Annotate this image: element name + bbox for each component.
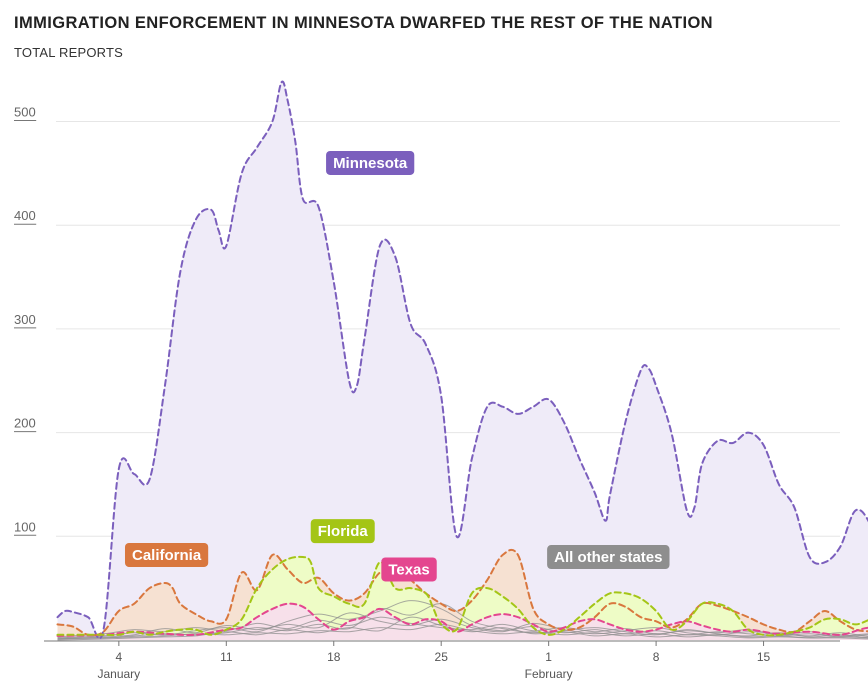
label-text: Florida (318, 523, 369, 540)
x-month-label: February (525, 667, 573, 681)
y-tick-label: 400 (14, 208, 36, 223)
line-texas (56, 602, 868, 637)
label-minnesota: Minnesota (326, 150, 415, 175)
label-text: California (132, 547, 202, 564)
label-pill (547, 545, 670, 570)
y-axis-title: TOTAL REPORTS (14, 45, 124, 60)
line-florida (56, 555, 868, 637)
line-other-state-6 (57, 616, 868, 641)
series-labels: Minnesota California Florida Texas All other… (124, 150, 670, 582)
x-tick-label: 8 (653, 650, 660, 664)
label-text: All other states (554, 549, 662, 566)
chart-title: IMMIGRATION ENFORCEMENT IN MINNESOTA DWA… (14, 14, 713, 32)
label-pill (381, 557, 437, 582)
area-minnesota (57, 81, 868, 640)
line-other-state-3 (57, 612, 868, 640)
x-tick-label: 4 (116, 650, 123, 664)
x-tick-label: 1 (545, 650, 552, 664)
label-text: Texas (388, 561, 429, 578)
label-all-other-states: All other states (547, 545, 670, 570)
y-tick-label: 200 (14, 416, 36, 431)
x-tick-label: 25 (435, 650, 449, 664)
label-pill (124, 542, 209, 567)
label-california: California (124, 542, 209, 567)
line-california (56, 548, 868, 637)
series-layer (56, 80, 868, 641)
label-pill (326, 150, 415, 175)
line-other-state-2 (57, 600, 868, 639)
x-tick-label: 11 (220, 650, 233, 664)
x-axis-ticks: 4 January 11 18 25 1 February 8 15 (97, 641, 771, 681)
x-tick-label: 15 (757, 650, 771, 664)
y-tick-label: 100 (14, 519, 36, 534)
label-pill (310, 519, 375, 544)
y-tick-label: 500 (14, 105, 36, 120)
line-minnesota (56, 80, 868, 640)
x-month-label: January (97, 667, 140, 681)
x-tick-label: 18 (327, 650, 341, 664)
y-tick-label: 300 (14, 312, 36, 327)
label-florida: Florida (310, 519, 375, 544)
label-text: Minnesota (333, 155, 408, 172)
label-texas: Texas (381, 557, 437, 582)
